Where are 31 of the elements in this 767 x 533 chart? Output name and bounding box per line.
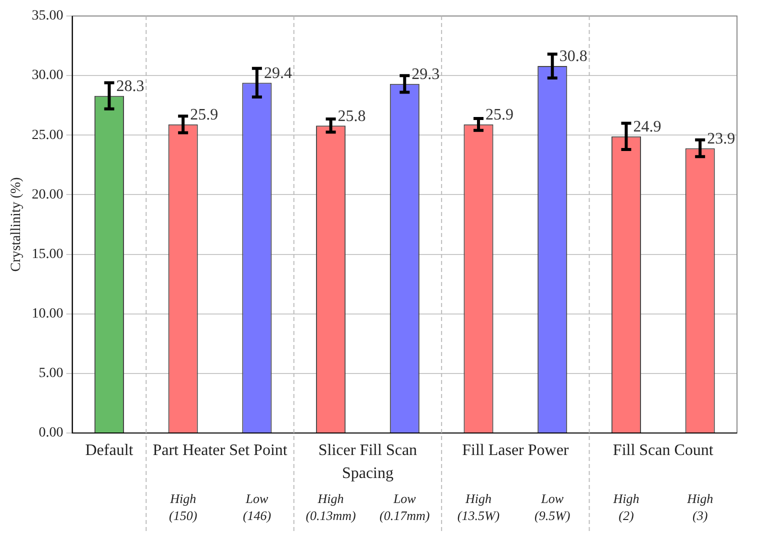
data-label: 30.8 [559, 48, 588, 66]
y-tick-label: 35.00 [32, 8, 64, 24]
text: Part Heater Set Point [152, 442, 288, 460]
data-label: 28.3 [116, 78, 144, 96]
x-tick-label: High (3) [686, 490, 714, 523]
x-tick-label: Low (146) [242, 490, 272, 523]
data-label: 25.9 [486, 106, 514, 124]
y-axis-title: Crystallinity (%) [9, 176, 24, 272]
y-tick-label: 20.00 [32, 187, 64, 202]
y-tick-label: 15.00 [32, 246, 64, 262]
data-label: 29.4 [264, 64, 292, 82]
x-tick-label: High (13.5W) [457, 490, 500, 523]
y-tick-label: 5.00 [38, 366, 64, 382]
y-tick-label: 10.00 [32, 306, 64, 322]
y-tick-label: 25.00 [32, 128, 64, 143]
x-tick-label: High (2) [612, 490, 640, 523]
text: Slicer Fill Scan Spacing [318, 442, 418, 482]
x-tick-label: High (0.13mm) [306, 490, 356, 523]
text: Default [85, 442, 134, 460]
data-label: 24.9 [633, 118, 662, 136]
data-label: 29.3 [412, 66, 440, 84]
x-tick-label: Low (9.5W) [534, 490, 570, 523]
x-tick-label: High (150) [168, 490, 198, 523]
data-label: 23.9 [707, 130, 736, 148]
data-label: 25.9 [190, 106, 218, 124]
y-tick-label: 0.00 [38, 426, 64, 441]
text: Fill Scan Count [612, 442, 714, 460]
text: Fill Laser Power [462, 442, 570, 460]
x-tick-label: Low (0.17mm) [380, 490, 430, 523]
data-label: 25.8 [338, 108, 366, 125]
y-tick-label: 30.00 [32, 68, 64, 84]
